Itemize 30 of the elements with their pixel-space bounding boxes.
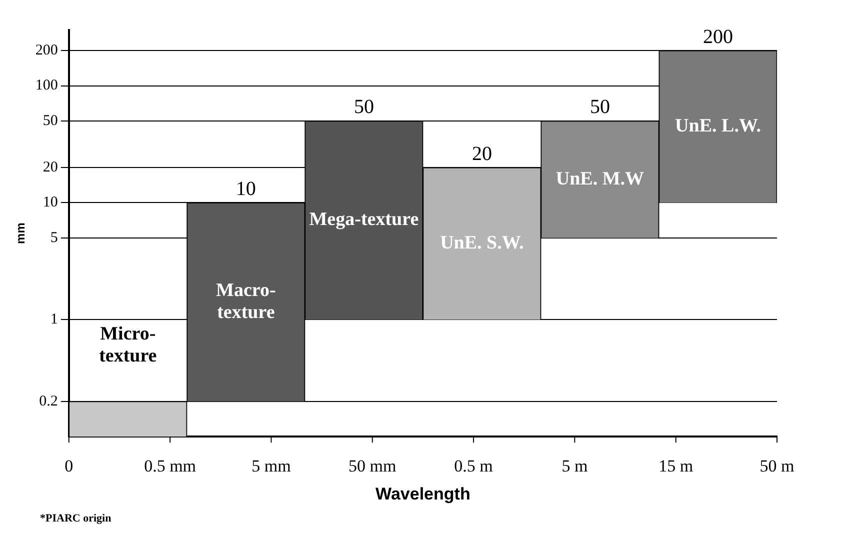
data-label: 50: [354, 96, 374, 118]
data-label: 200: [702, 26, 733, 48]
annotation: Macro-texture: [216, 280, 276, 323]
text: 15 m: [658, 456, 694, 476]
y-tick-label: 5: [50, 230, 58, 246]
y-tick-label: 10: [42, 194, 58, 211]
text: 0.5 mm: [144, 456, 196, 476]
annotation: UnE. S.W.: [440, 232, 524, 254]
annotation: UnE. L.W.: [675, 116, 761, 137]
y-tick-label: 100: [35, 78, 58, 94]
annotation: Micro-texture: [99, 324, 157, 367]
text: 0.5 m: [454, 456, 493, 476]
y-tick-label: 20: [42, 159, 58, 176]
y-tick-label: 1: [50, 312, 58, 328]
y-tick-label: 200: [35, 42, 58, 59]
data-label: 10: [236, 178, 256, 200]
y-axis-title: mm: [14, 222, 28, 244]
y-tick-label: 0.2: [39, 393, 58, 410]
y-tick-label: 50: [42, 112, 58, 129]
annotation: UnE. M.W: [556, 168, 644, 190]
data-label: 50: [590, 96, 610, 118]
text: 5 mm: [252, 456, 291, 476]
text: 5 m: [562, 456, 588, 476]
text: 50 m: [760, 456, 794, 476]
text: 0: [64, 456, 74, 476]
annotation: Mega-texture: [309, 209, 419, 230]
text: *PIARC origin: [40, 512, 112, 524]
data-label: 20: [472, 142, 492, 165]
x-axis-title: Wavelength: [376, 484, 470, 504]
text: 50 mm: [348, 456, 396, 476]
